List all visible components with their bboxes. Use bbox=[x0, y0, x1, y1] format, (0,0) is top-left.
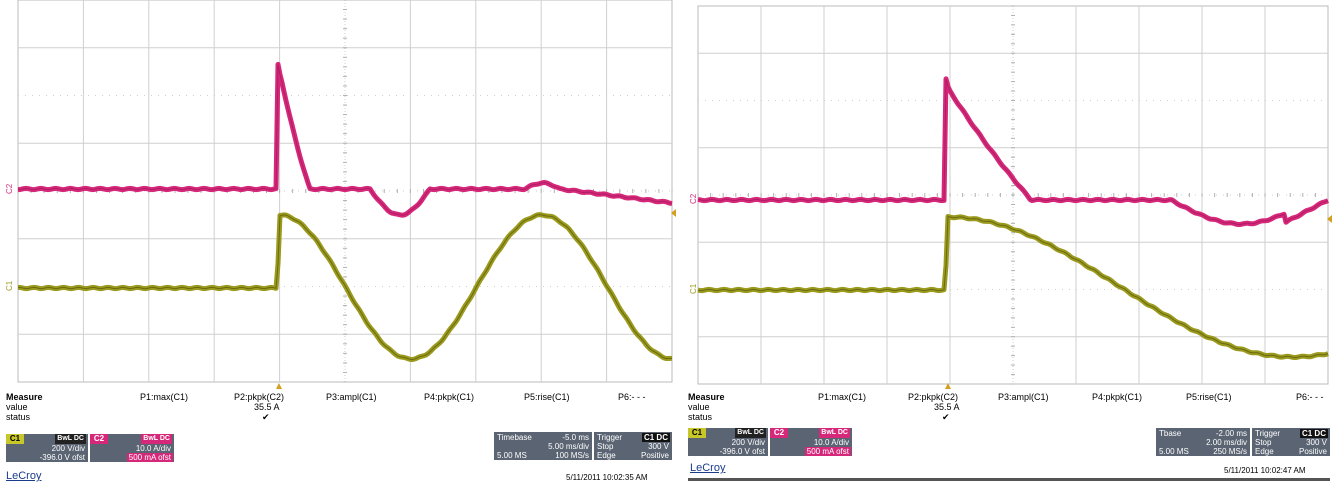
measure-table: Measure value status P1:max(C1) P2:pkpk(… bbox=[688, 392, 1332, 428]
timebase-delay: -5.0 ms bbox=[562, 433, 589, 442]
trigger-level-marker[interactable] bbox=[1327, 215, 1332, 223]
ch2-ground-marker: C2 bbox=[689, 193, 698, 204]
trigger-mode: Stop bbox=[597, 442, 614, 451]
trigger-descriptor[interactable]: Trigger C1 DC Stop 300 V Edge Positive bbox=[594, 432, 672, 460]
ch2-tag: C2 bbox=[770, 428, 788, 438]
trigger-label: Trigger bbox=[597, 433, 623, 442]
p2-status-check: ✔ bbox=[942, 412, 950, 422]
ch1-descriptor[interactable]: C1 BwL DC 200 V/div -396.0 V ofst bbox=[688, 428, 768, 456]
ch2-vdiv: 10.0 A/div bbox=[813, 438, 849, 447]
trigger-slope: Positive bbox=[640, 451, 669, 460]
measure-table: Measure value status P1:max(C1) P2:pkpk(… bbox=[6, 392, 676, 428]
ch2-descriptor[interactable]: C2 BwL DC 10.0 A/div 500 mA ofst bbox=[90, 434, 174, 462]
measure-row-status: status bbox=[688, 412, 713, 422]
ch1-coupling: BwL DC bbox=[55, 434, 86, 444]
footer-rule bbox=[688, 478, 1330, 481]
ch1-trace-core bbox=[17, 214, 672, 361]
timebase-label: Tbase bbox=[1159, 429, 1182, 438]
param-p4[interactable]: P4:pkpk(C1) bbox=[424, 392, 475, 402]
measure-header: Measure bbox=[688, 392, 725, 402]
ch1-offset: -396.0 V ofst bbox=[39, 453, 85, 462]
param-p3[interactable]: P3:ampl(C1) bbox=[998, 392, 1049, 402]
timebase-label: Timebase bbox=[497, 433, 532, 442]
ch1-ground-marker: C1 bbox=[689, 283, 698, 294]
ch1-coupling: BwL DC bbox=[735, 428, 766, 438]
ch2-offset: 500 mA ofst bbox=[126, 453, 173, 462]
timebase-delay: -2.00 ms bbox=[1215, 429, 1247, 438]
measure-header: Measure bbox=[6, 392, 43, 402]
p2-value: 35.5 A bbox=[934, 402, 960, 412]
measure-row-status: status bbox=[6, 412, 31, 422]
ch1-vdiv: 200 V/div bbox=[731, 438, 765, 447]
timebase-descriptor[interactable]: Timebase -5.0 ms 5.00 ms/div 5.00 MS 100… bbox=[494, 432, 592, 460]
timebase-div: 5.00 ms/div bbox=[548, 442, 589, 451]
measure-row-value: value bbox=[688, 402, 710, 412]
trigger-descriptor[interactable]: Trigger C1 DC Stop 300 V Edge Positive bbox=[1252, 428, 1330, 456]
waveform-svg: C2 C1 bbox=[5, 0, 676, 389]
param-p2[interactable]: P2:pkpk(C2) bbox=[908, 392, 959, 402]
param-p1[interactable]: P1:max(C1) bbox=[818, 392, 867, 402]
trigger-type: Edge bbox=[1255, 447, 1274, 456]
scope-capture-left: C2 C1 Measure value status P1:max(C1) P2… bbox=[0, 0, 676, 482]
waveform-svg: C2 C1 bbox=[689, 5, 1332, 389]
timebase-samples: 5.00 MS bbox=[497, 451, 527, 460]
p2-status-check: ✔ bbox=[262, 412, 270, 422]
ch2-tag: C2 bbox=[90, 434, 108, 444]
ch2-trace-core bbox=[17, 64, 673, 216]
trigger-channel: C1 DC bbox=[1299, 429, 1328, 438]
p2-value: 35.5 A bbox=[254, 402, 280, 412]
timebase-samples: 5.00 MS bbox=[1159, 447, 1189, 456]
measure-row-value: value bbox=[6, 402, 28, 412]
timebase-rate: 100 MS/s bbox=[555, 451, 589, 460]
timebase-descriptor[interactable]: Tbase -2.00 ms 2.00 ms/div 5.00 MS 250 M… bbox=[1156, 428, 1250, 456]
capture-datetime: 5/11/2011 10:02:47 AM bbox=[1224, 466, 1306, 475]
ch2-trace-core bbox=[697, 78, 1329, 225]
ch2-ground-marker: C2 bbox=[5, 183, 14, 194]
timebase-rate: 250 MS/s bbox=[1213, 447, 1247, 456]
waveform-display: C2 C1 bbox=[0, 0, 676, 390]
param-p1[interactable]: P1:max(C1) bbox=[140, 392, 189, 402]
param-p3[interactable]: P3:ampl(C1) bbox=[326, 392, 377, 402]
lecroy-logo: LeCroy bbox=[6, 470, 42, 482]
trigger-label: Trigger bbox=[1255, 429, 1281, 438]
trigger-level: 300 V bbox=[648, 442, 669, 451]
ch1-ground-marker: C1 bbox=[5, 280, 14, 291]
ch2-vdiv: 10.0 A/div bbox=[135, 444, 171, 453]
ch1-trace-core bbox=[697, 215, 1329, 358]
timebase-div: 2.00 ms/div bbox=[1206, 438, 1247, 447]
trigger-slope: Positive bbox=[1298, 447, 1327, 456]
trigger-mode: Stop bbox=[1255, 438, 1272, 447]
trigger-type: Edge bbox=[597, 451, 616, 460]
trigger-channel: C1 DC bbox=[641, 433, 670, 442]
ch2-coupling: BwL DC bbox=[819, 428, 850, 438]
ch1-tag: C1 bbox=[6, 434, 24, 444]
param-p5[interactable]: P5:rise(C1) bbox=[1186, 392, 1232, 402]
ch1-tag: C1 bbox=[688, 428, 706, 438]
trigger-level: 300 V bbox=[1306, 438, 1327, 447]
ch2-coupling: BwL DC bbox=[141, 434, 172, 444]
lecroy-logo: LeCroy bbox=[690, 462, 726, 474]
trigger-level-marker[interactable] bbox=[671, 209, 676, 217]
ch1-offset: -396.0 V ofst bbox=[719, 447, 765, 456]
ch1-vdiv: 200 V/div bbox=[51, 444, 85, 453]
trigger-position-marker[interactable] bbox=[945, 383, 951, 389]
ch2-descriptor[interactable]: C2 BwL DC 10.0 A/div 500 mA ofst bbox=[770, 428, 852, 456]
param-p4[interactable]: P4:pkpk(C1) bbox=[1092, 392, 1143, 402]
param-p5[interactable]: P5:rise(C1) bbox=[524, 392, 570, 402]
param-p6[interactable]: P6:- - - bbox=[1296, 392, 1324, 402]
capture-datetime: 5/11/2011 10:02:35 AM bbox=[566, 473, 648, 482]
waveform-display: C2 C1 bbox=[686, 0, 1332, 390]
param-p6[interactable]: P6:- - - bbox=[618, 392, 646, 402]
scope-capture-right: C2 C1 Measure value status P1:max(C1) P2… bbox=[686, 0, 1332, 486]
trigger-position-marker[interactable] bbox=[276, 383, 282, 389]
param-p2[interactable]: P2:pkpk(C2) bbox=[234, 392, 285, 402]
ch2-offset: 500 mA ofst bbox=[804, 447, 851, 456]
ch1-descriptor[interactable]: C1 BwL DC 200 V/div -396.0 V ofst bbox=[6, 434, 88, 462]
